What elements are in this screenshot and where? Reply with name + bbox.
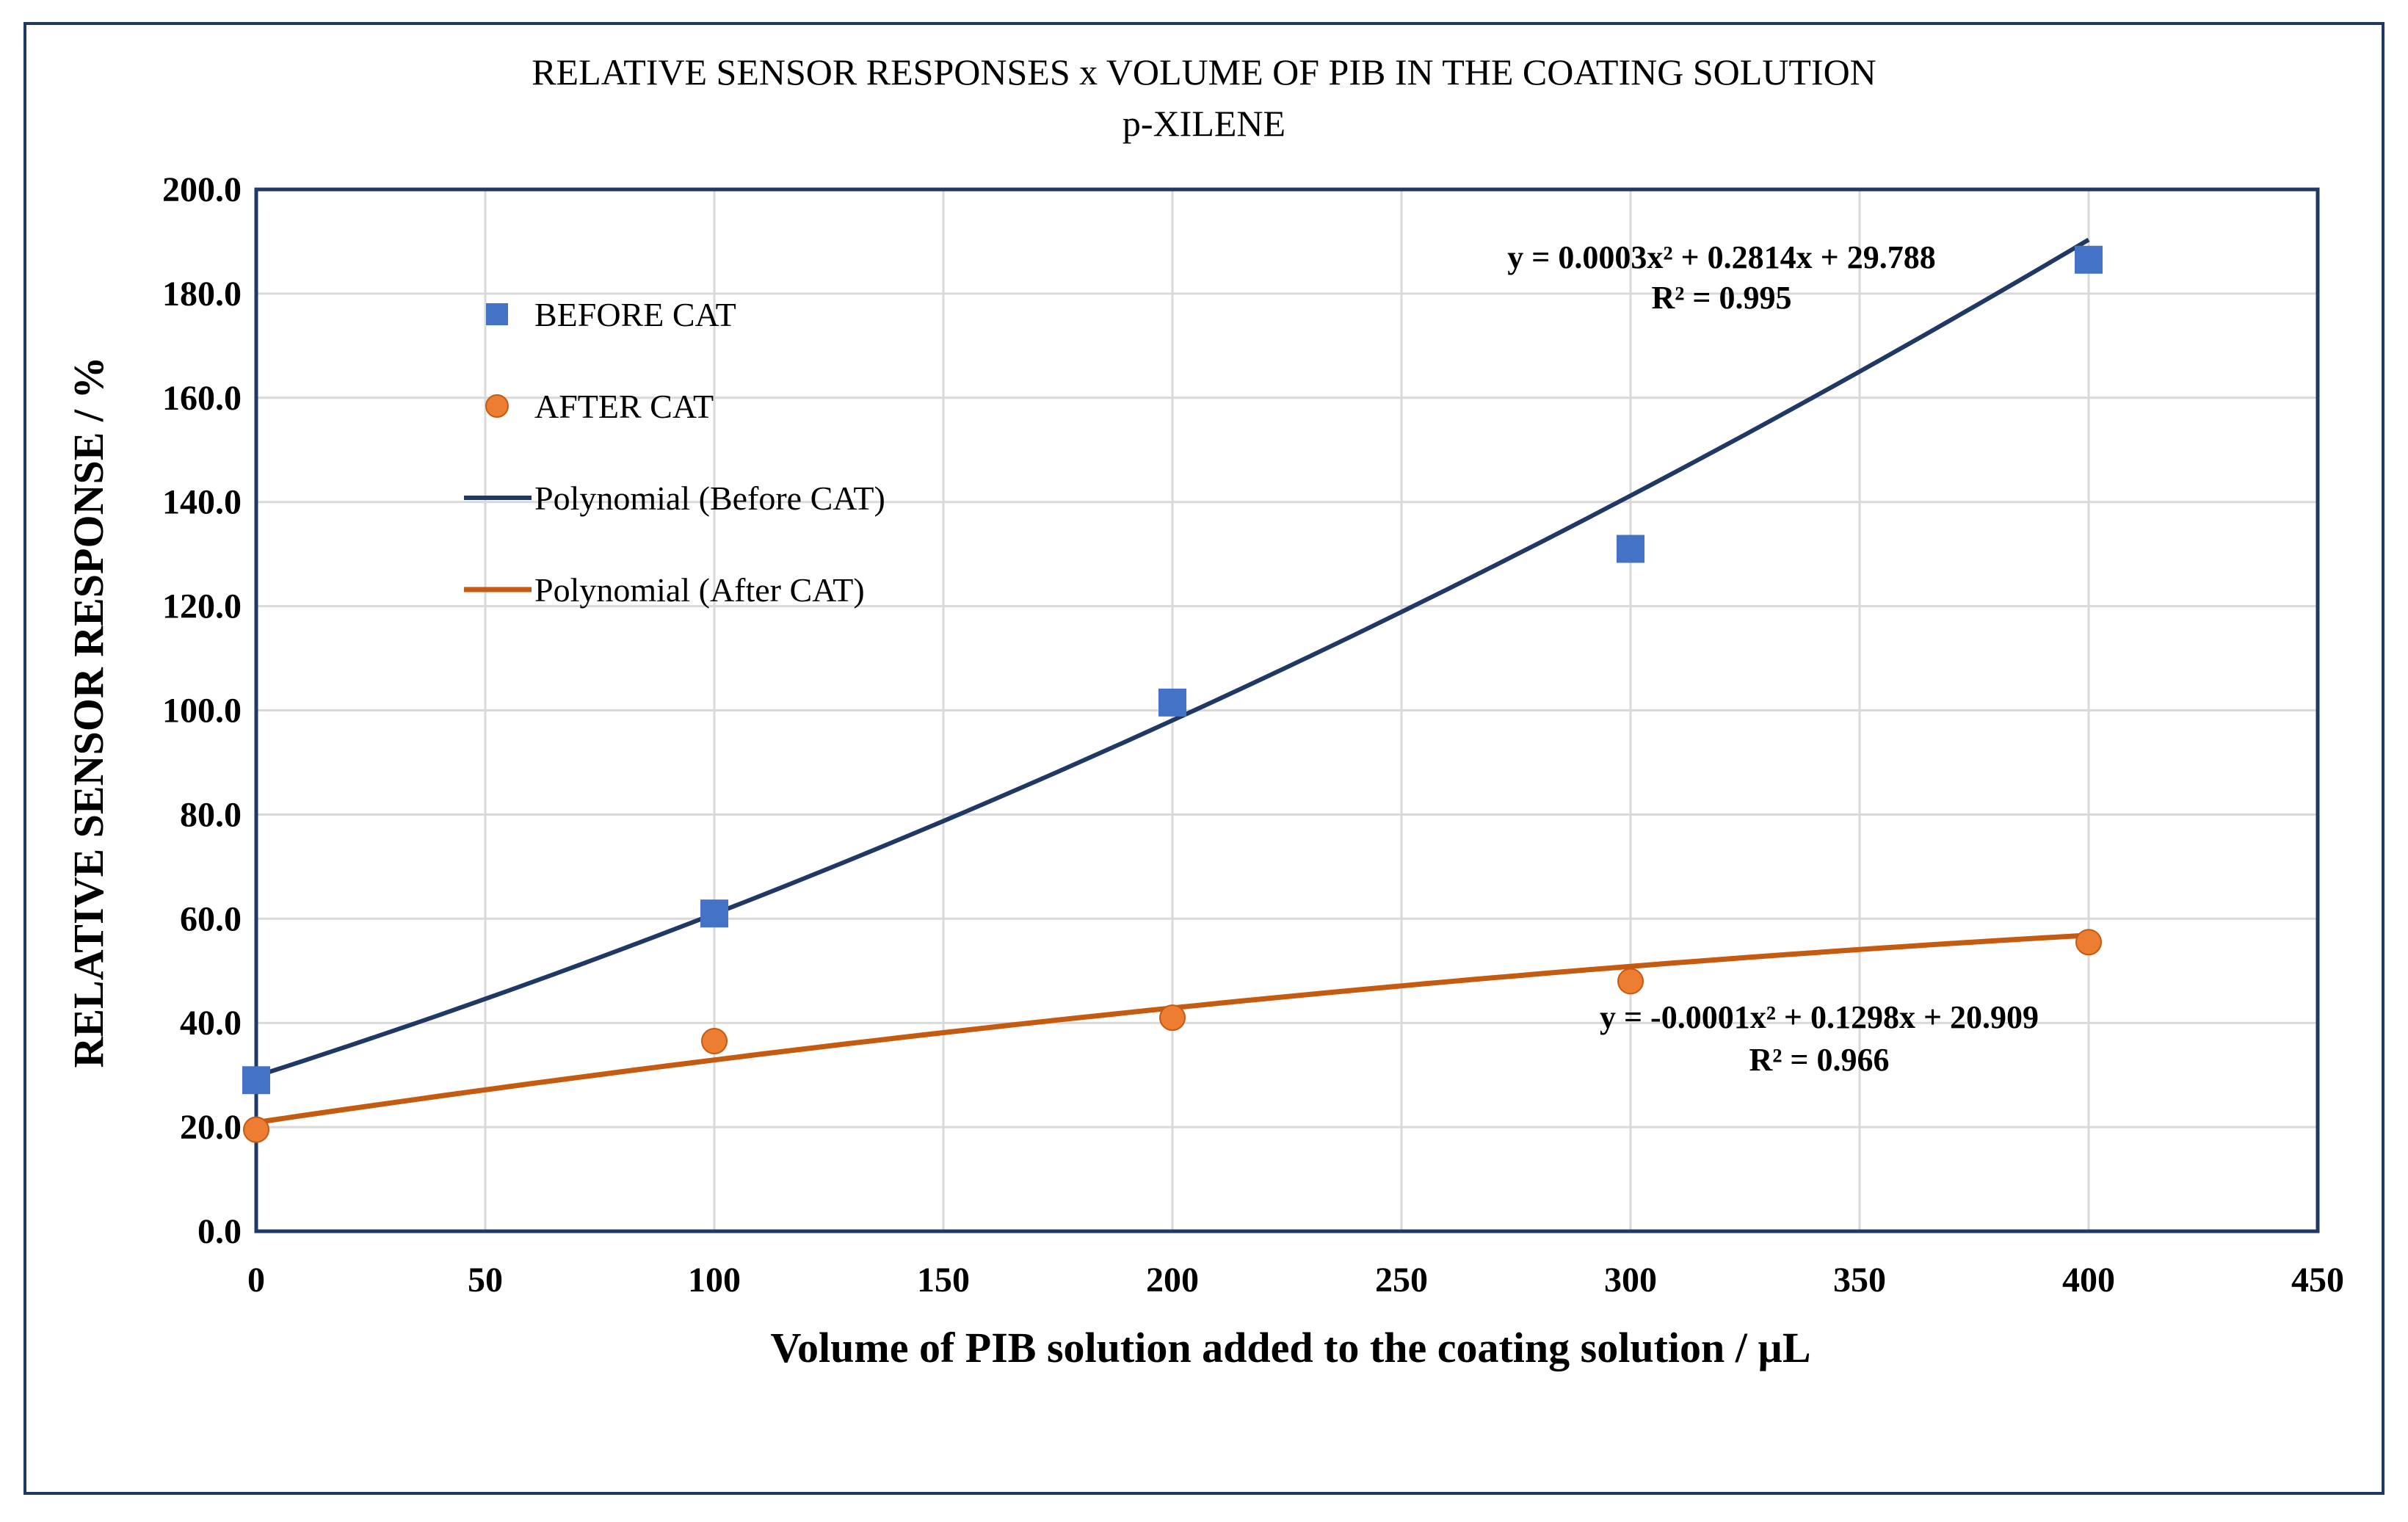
- trendline-r2-before: R² = 0.995: [1651, 280, 1791, 316]
- x-tick-label: 150: [917, 1261, 970, 1300]
- gridlines: [256, 189, 2318, 1231]
- y-tick-label: 40.0: [180, 1004, 242, 1043]
- chart-frame: [23, 22, 2385, 1495]
- x-tick-label: 200: [1146, 1261, 1199, 1300]
- legend-label-poly-before: Polynomial (Before CAT): [534, 479, 885, 517]
- point-before-cat: [1617, 534, 1644, 563]
- point-after-cat: [2075, 929, 2102, 956]
- x-tick-label: 250: [1375, 1261, 1428, 1300]
- chart-subtitle: p-XILENE: [1123, 103, 1285, 144]
- data-points: [242, 245, 2103, 1143]
- trendline-equation-before: y = 0.0003x² + 0.2814x + 29.788: [1507, 239, 1935, 275]
- y-tick-label: 180.0: [162, 275, 242, 314]
- point-after-cat: [1159, 1004, 1186, 1032]
- y-tick-label: 20.0: [180, 1108, 242, 1147]
- point-after-cat: [1617, 968, 1644, 995]
- y-tick-label: 160.0: [162, 379, 242, 418]
- x-tick-label: 300: [1604, 1261, 1657, 1300]
- point-before-cat: [2075, 245, 2103, 274]
- legend-marker-after-cat: [485, 394, 509, 418]
- point-before-cat: [1158, 688, 1186, 717]
- legend-marker-before-cat: [486, 303, 508, 325]
- y-axis-ticks: 0.0 20.0 40.0 60.0 80.0 100.0 120.0 140.0 160.0 1…: [162, 170, 242, 1251]
- x-tick-label: 350: [1833, 1261, 1886, 1300]
- point-after-cat: [701, 1028, 728, 1055]
- x-tick-label: 0: [247, 1261, 265, 1300]
- legend-label-after-cat: AFTER CAT: [534, 388, 714, 425]
- legend: BEFORE CAT AFTER CAT Polynomial (Before …: [464, 296, 885, 609]
- y-tick-label: 60.0: [180, 899, 242, 938]
- trendline-r2-after: R² = 0.966: [1749, 1042, 1889, 1078]
- x-tick-label: 450: [2291, 1261, 2344, 1300]
- x-tick-label: 50: [468, 1261, 503, 1300]
- y-tick-label: 100.0: [162, 692, 242, 731]
- y-tick-label: 200.0: [162, 170, 242, 209]
- trendline-equation-after: y = -0.0001x² + 0.1298x + 20.909: [1600, 999, 2039, 1035]
- point-before-cat: [700, 899, 728, 928]
- x-tick-label: 400: [2062, 1261, 2115, 1300]
- x-axis-ticks: 0 50 100 150 200 250 300 350 400 450: [247, 1261, 2344, 1300]
- y-tick-label: 120.0: [162, 587, 242, 626]
- trendline-before-cat: [255, 237, 2090, 1079]
- y-tick-label: 80.0: [180, 795, 242, 834]
- legend-label-poly-after: Polynomial (After CAT): [534, 571, 865, 609]
- legend-label-before-cat: BEFORE CAT: [534, 296, 736, 333]
- x-tick-label: 100: [688, 1261, 741, 1300]
- point-after-cat: [243, 1116, 269, 1143]
- plot-area-border: [254, 187, 2320, 1233]
- point-before-cat: [242, 1066, 270, 1095]
- y-tick-label: 0.0: [197, 1212, 242, 1251]
- x-axis-title: Volume of PIB solution added to the coat…: [770, 1324, 1810, 1371]
- y-tick-label: 140.0: [162, 483, 242, 522]
- y-axis-title: RELATIVE SENSOR RESPONSE / %: [65, 356, 112, 1068]
- chart-title: RELATIVE SENSOR RESPONSES x VOLUME OF PI…: [532, 51, 1876, 93]
